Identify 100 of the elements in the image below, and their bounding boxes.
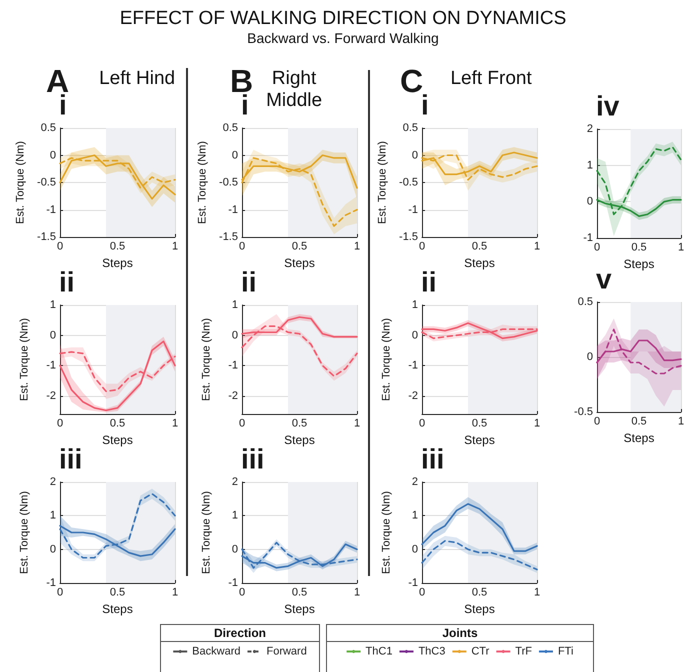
x-tick-label: 0.5: [472, 418, 488, 430]
x-tick-label: 1: [678, 242, 684, 254]
chart-title: ii: [59, 266, 75, 298]
y-tick-label: -1: [583, 232, 593, 244]
x-tick-label: 0.5: [631, 416, 647, 428]
y-axis-title: Est. Torque (Nm): [14, 141, 27, 224]
y-tick-label: -1: [228, 204, 238, 216]
y-axis-title: Est. Torque (Nm): [376, 141, 389, 224]
x-axis-title: Steps: [284, 602, 315, 616]
x-axis-title: Steps: [102, 602, 133, 616]
x-axis-title: Steps: [464, 256, 495, 270]
x-tick-label: 0.5: [110, 586, 126, 598]
x-tick-label: 0.5: [110, 418, 126, 430]
legend-label: ThC3: [418, 646, 446, 658]
x-tick-label: 1: [534, 586, 540, 598]
y-tick-label: -0.5: [399, 176, 418, 188]
chart-title: v: [596, 264, 612, 294]
y-tick-label: 0: [412, 329, 418, 342]
y-tick-label: -1.5: [399, 231, 418, 243]
x-tick-label: 0.5: [631, 242, 647, 254]
text: Left Hind: [98, 68, 176, 90]
x-tick-label: 1: [354, 240, 360, 252]
y-tick-label: -2: [408, 390, 418, 402]
y-tick-label: 1: [50, 299, 56, 311]
y-tick-label: 0: [412, 543, 418, 556]
y-tick-label: -0.5: [37, 176, 56, 188]
line-series: [421, 154, 538, 181]
x-tick-label: 1: [172, 418, 178, 430]
y-axis-title: Est. Torque (Nm): [18, 318, 30, 401]
y-tick-label: 0: [232, 543, 238, 556]
y-axis-title: Est. Torque (Nm): [200, 318, 212, 401]
y-tick-label: -1: [228, 360, 238, 372]
y-tick-label: -1: [46, 360, 56, 372]
x-tick-label: 0.5: [292, 586, 308, 598]
text: EFFECT OF WALKING DIRECTION ON DYNAMICS: [118, 8, 568, 30]
y-tick-label: 0: [50, 149, 56, 162]
y-tick-label: 0: [586, 196, 593, 208]
y-tick-label: -1: [408, 204, 418, 216]
y-tick-label: -1: [228, 577, 238, 589]
legend-label: Forward: [266, 646, 307, 658]
y-tick-label: 0.5: [40, 122, 56, 134]
y-tick-label: 0.5: [222, 122, 238, 134]
x-tick-label: 1: [354, 586, 360, 598]
y-tick-label: 2: [412, 476, 418, 488]
text: Direction: [161, 625, 319, 642]
chart-title: iii: [421, 444, 444, 474]
y-tick-label: 1: [412, 510, 418, 522]
legend-label: TrF: [515, 646, 532, 658]
x-tick-label: 1: [172, 586, 178, 598]
y-tick-label: -1: [46, 204, 56, 216]
x-axis-title: Steps: [624, 256, 654, 271]
y-tick-label: -1.5: [219, 231, 238, 243]
y-tick-label: 2: [50, 476, 56, 488]
text: Backward vs. Forward Walking: [246, 30, 440, 46]
x-axis-title: Steps: [284, 256, 315, 270]
y-tick-label: -0.5: [219, 176, 238, 188]
y-tick-label: -1: [408, 577, 418, 589]
y-tick-label: -1: [46, 577, 56, 589]
y-tick-label: 1: [232, 510, 238, 522]
chart-title: ii: [241, 266, 257, 298]
x-axis-title: Steps: [284, 432, 315, 447]
y-tick-label: 0: [232, 329, 238, 342]
y-axis-title: Est. Torque (Nm): [200, 491, 212, 574]
x-tick-label: 0.5: [292, 240, 308, 252]
legend-label: Backward: [192, 646, 240, 658]
y-tick-label: 1: [50, 510, 56, 522]
x-tick-label: 0.5: [292, 418, 308, 430]
line-series: [241, 157, 358, 227]
x-tick-label: 1: [354, 418, 360, 430]
y-axis-title: Est. Torque (Nm): [380, 318, 392, 401]
text: C: [400, 63, 424, 99]
x-tick-label: 0.5: [110, 240, 126, 252]
chart-title: i: [421, 90, 429, 120]
y-axis-title: Est. Torque (Nm): [380, 491, 392, 574]
y-tick-label: -2: [228, 390, 238, 402]
y-tick-label: 0: [50, 329, 56, 342]
x-axis-title: Steps: [102, 432, 133, 447]
x-axis-title: Steps: [464, 602, 495, 616]
y-tick-label: 1: [586, 159, 593, 172]
y-tick-label: -0.5: [574, 406, 593, 418]
y-tick-label: 0.5: [402, 122, 418, 134]
y-tick-label: 2: [232, 476, 238, 488]
y-tick-label: 1: [232, 299, 238, 311]
x-axis-title: Steps: [102, 256, 133, 270]
text: Right Middle: [265, 68, 324, 112]
chart-title: iv: [596, 90, 620, 122]
line-series: [421, 503, 538, 552]
x-tick-label: 1: [678, 416, 684, 428]
text: Left Front: [449, 68, 533, 90]
y-axis-title: Est. Torque (Nm): [18, 491, 30, 574]
y-tick-label: 0: [50, 543, 56, 556]
line-series: [59, 154, 176, 200]
y-tick-label: 0: [586, 351, 593, 363]
legend-label: ThC1: [366, 646, 392, 658]
line-series: [596, 146, 682, 216]
x-tick-label: 1: [534, 240, 540, 252]
y-tick-label: 0: [232, 149, 238, 162]
y-tick-label: 0.5: [578, 296, 593, 308]
y-tick-label: -2: [46, 390, 56, 402]
legend-label: FTi: [558, 646, 574, 658]
